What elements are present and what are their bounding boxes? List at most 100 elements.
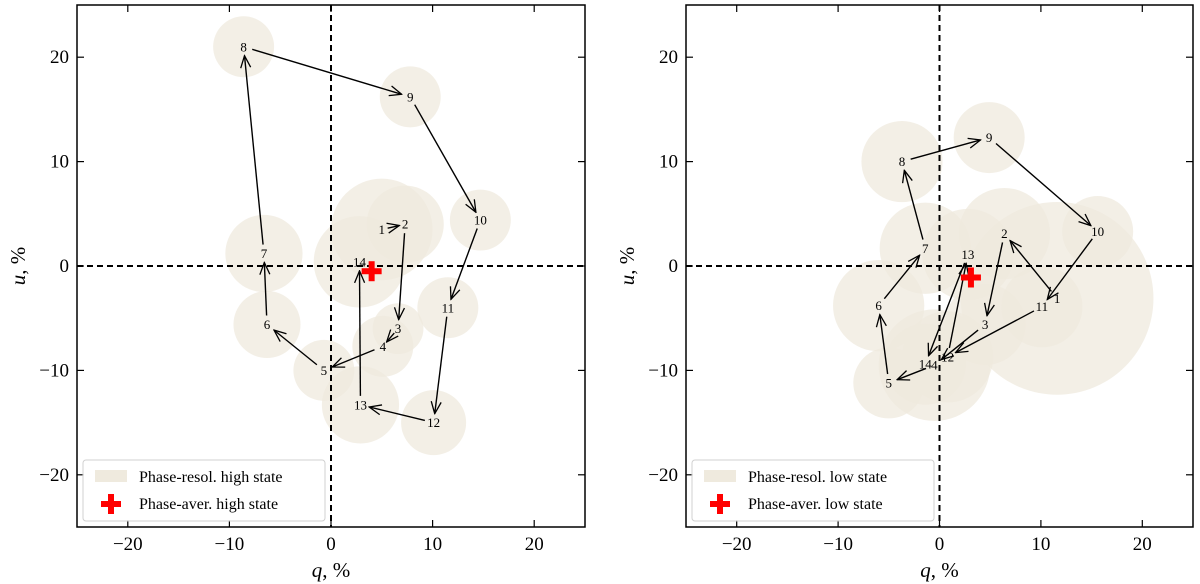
arrow-12-to-13 xyxy=(369,407,426,422)
error-circle-7 xyxy=(225,214,303,293)
average-marker-v xyxy=(967,267,974,288)
arrow-11-to-12 xyxy=(435,316,448,414)
arrow-2-to-3 xyxy=(399,233,406,319)
point-label-3: 3 xyxy=(395,321,402,336)
y-tick-label: −20 xyxy=(648,465,678,486)
legend: Phase-resol. high state Phase-aver. high … xyxy=(82,459,326,522)
x-tick-label: 20 xyxy=(525,534,544,555)
error-circle-11 xyxy=(1001,266,1083,348)
point-label-2: 2 xyxy=(1001,226,1008,241)
arrow-9-to-10 xyxy=(414,104,476,213)
arrow-9-to-10 xyxy=(995,142,1091,225)
legend-entry-1: Phase-resol. low state xyxy=(748,469,887,486)
point-label-14: 14 xyxy=(919,357,933,372)
y-tick-label: −20 xyxy=(39,465,69,486)
point-label-4: 4 xyxy=(931,358,938,373)
arrow-8-to-9 xyxy=(910,140,981,160)
point-label-14: 14 xyxy=(353,254,367,269)
x-tick-label: −20 xyxy=(722,534,752,555)
point-label-8: 8 xyxy=(240,39,247,54)
y-tick-label: 20 xyxy=(50,47,69,68)
x-tick-label: 0 xyxy=(326,534,336,555)
y-tick-label: 10 xyxy=(50,152,69,173)
legend-swatch-circle xyxy=(95,470,127,482)
arrow-4-to-5 xyxy=(897,367,927,379)
legend-entry-2: Phase-aver. high state xyxy=(139,496,278,513)
point-label-10: 10 xyxy=(1091,224,1104,239)
arrow-3-to-4 xyxy=(387,333,395,342)
error-circle-14 xyxy=(884,323,966,405)
legend: Phase-resol. low state Phase-aver. low st… xyxy=(691,459,935,522)
x-axis-label: q, % xyxy=(312,558,351,582)
error-circle-10 xyxy=(449,189,511,251)
point-label-6: 6 xyxy=(264,317,271,332)
y-tick-label: 0 xyxy=(669,256,679,277)
point-label-7: 7 xyxy=(922,241,929,256)
x-tick-label: 10 xyxy=(423,534,442,555)
arrow-6-to-7 xyxy=(883,255,919,300)
error-circle-11 xyxy=(417,277,479,339)
arrow-8-to-9 xyxy=(252,48,401,94)
error-circle-8 xyxy=(861,121,943,203)
y-axis-label: u, % xyxy=(615,247,639,286)
point-label-11: 11 xyxy=(442,300,455,315)
y-tick-label: 0 xyxy=(60,256,70,277)
x-axis-label: q, % xyxy=(920,558,959,582)
legend-entry-1: Phase-resol. high state xyxy=(139,469,283,486)
legend-box xyxy=(691,459,935,522)
arrow-2-to-3 xyxy=(987,242,1004,315)
x-tick-label: −20 xyxy=(113,534,143,555)
y-axis-label: u, % xyxy=(6,247,30,286)
arrow-7-to-8 xyxy=(904,170,924,240)
error-circle-13 xyxy=(321,366,400,444)
error-circle-9 xyxy=(953,102,1025,174)
legend-entry-2: Phase-aver. low state xyxy=(748,496,883,513)
arrow-10-to-11 xyxy=(1047,238,1093,300)
point-label-12: 12 xyxy=(427,415,440,430)
point-label-9: 9 xyxy=(407,89,414,104)
point-label-1: 1 xyxy=(1054,291,1061,306)
arrow-11-to-12 xyxy=(956,310,1035,353)
error-circle-12 xyxy=(401,390,467,456)
arrow-6-to-7 xyxy=(264,262,266,316)
point-label-10: 10 xyxy=(474,213,487,228)
point-label-5: 5 xyxy=(886,375,893,390)
y-tick-label: −10 xyxy=(39,360,69,381)
arrow-1-to-2 xyxy=(388,226,400,229)
legend-swatch-marker-v xyxy=(108,494,114,514)
point-label-13: 13 xyxy=(961,247,974,262)
y-tick-label: −10 xyxy=(648,360,678,381)
point-label-9: 9 xyxy=(986,130,993,145)
x-tick-label: 20 xyxy=(1133,534,1152,555)
arrow-5-to-6 xyxy=(880,315,889,375)
point-label-6: 6 xyxy=(875,298,882,313)
point-label-5: 5 xyxy=(321,363,328,378)
arrow-10-to-11 xyxy=(451,228,478,300)
legend-swatch-marker-v xyxy=(717,494,723,514)
point-label-1: 1 xyxy=(379,222,386,237)
arrow-1-to-2 xyxy=(1010,241,1052,292)
x-tick-label: −10 xyxy=(215,534,245,555)
legend-swatch-circle xyxy=(704,470,736,482)
arrow-13-to-14 xyxy=(360,271,361,396)
average-marker-v xyxy=(368,261,375,282)
arrow-7-to-8 xyxy=(245,56,264,245)
point-label-3: 3 xyxy=(982,317,989,332)
error-circle-8 xyxy=(213,16,275,78)
point-label-2: 2 xyxy=(402,217,409,232)
x-tick-label: −10 xyxy=(823,534,853,555)
error-circle-9 xyxy=(379,66,441,128)
x-tick-label: 0 xyxy=(935,534,945,555)
point-label-4: 4 xyxy=(380,339,387,354)
y-tick-label: 10 xyxy=(659,152,678,173)
x-tick-label: 10 xyxy=(1031,534,1050,555)
arrow-13-to-14 xyxy=(929,262,966,356)
arrow-5-to-6 xyxy=(274,330,318,366)
point-label-12: 12 xyxy=(941,349,954,364)
point-label-8: 8 xyxy=(899,154,906,169)
